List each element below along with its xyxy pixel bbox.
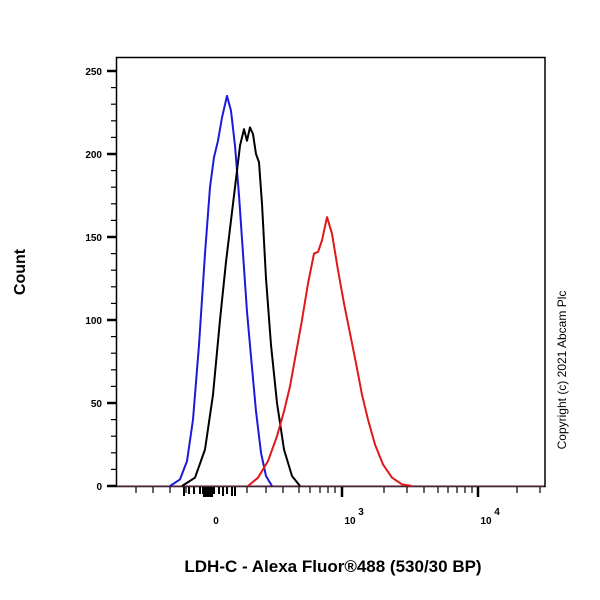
y-tick-label: 250: [85, 67, 102, 78]
y-tick-label: 200: [85, 150, 102, 161]
x-dense-tick: [234, 487, 236, 496]
y-axis-title: Count: [12, 248, 29, 295]
plot-frame: [115, 56, 546, 488]
x-dense-tick: [218, 487, 220, 494]
y-tick-label: 50: [91, 399, 103, 410]
blue-control-curve: [169, 94, 273, 487]
x-dense-tick: [183, 487, 185, 496]
x-dense-tick: [188, 487, 190, 494]
y-tick-label: 150: [85, 233, 102, 244]
x-dense-tick: [212, 487, 215, 494]
histogram-curves: [117, 94, 544, 487]
x-dense-tick: [222, 487, 224, 496]
y-axis: 0 50 100 150 200 250: [85, 67, 116, 493]
x-tick-exponent: 4: [494, 507, 500, 518]
x-zero-tick: [203, 487, 213, 497]
red-ldh-c-curve: [247, 216, 413, 487]
copyright-annotation: Copyright (c) 2021 Abcam Plc: [555, 291, 569, 450]
x-tick-exponent: 3: [358, 507, 364, 518]
x-tick-label: 10: [480, 516, 492, 527]
x-dense-tick: [231, 487, 233, 496]
y-tick-label: 100: [85, 316, 102, 327]
y-tick-label: 0: [96, 482, 102, 493]
x-tick-label: 0: [213, 516, 219, 527]
x-tick-label: 10: [344, 516, 356, 527]
black-control-curve: [181, 126, 301, 487]
x-axis-title: LDH-C - Alexa Fluor®488 (530/30 BP): [184, 557, 481, 576]
x-dense-tick: [193, 487, 195, 494]
x-dense-tick: [226, 487, 228, 494]
x-dense-tick: [199, 487, 201, 494]
